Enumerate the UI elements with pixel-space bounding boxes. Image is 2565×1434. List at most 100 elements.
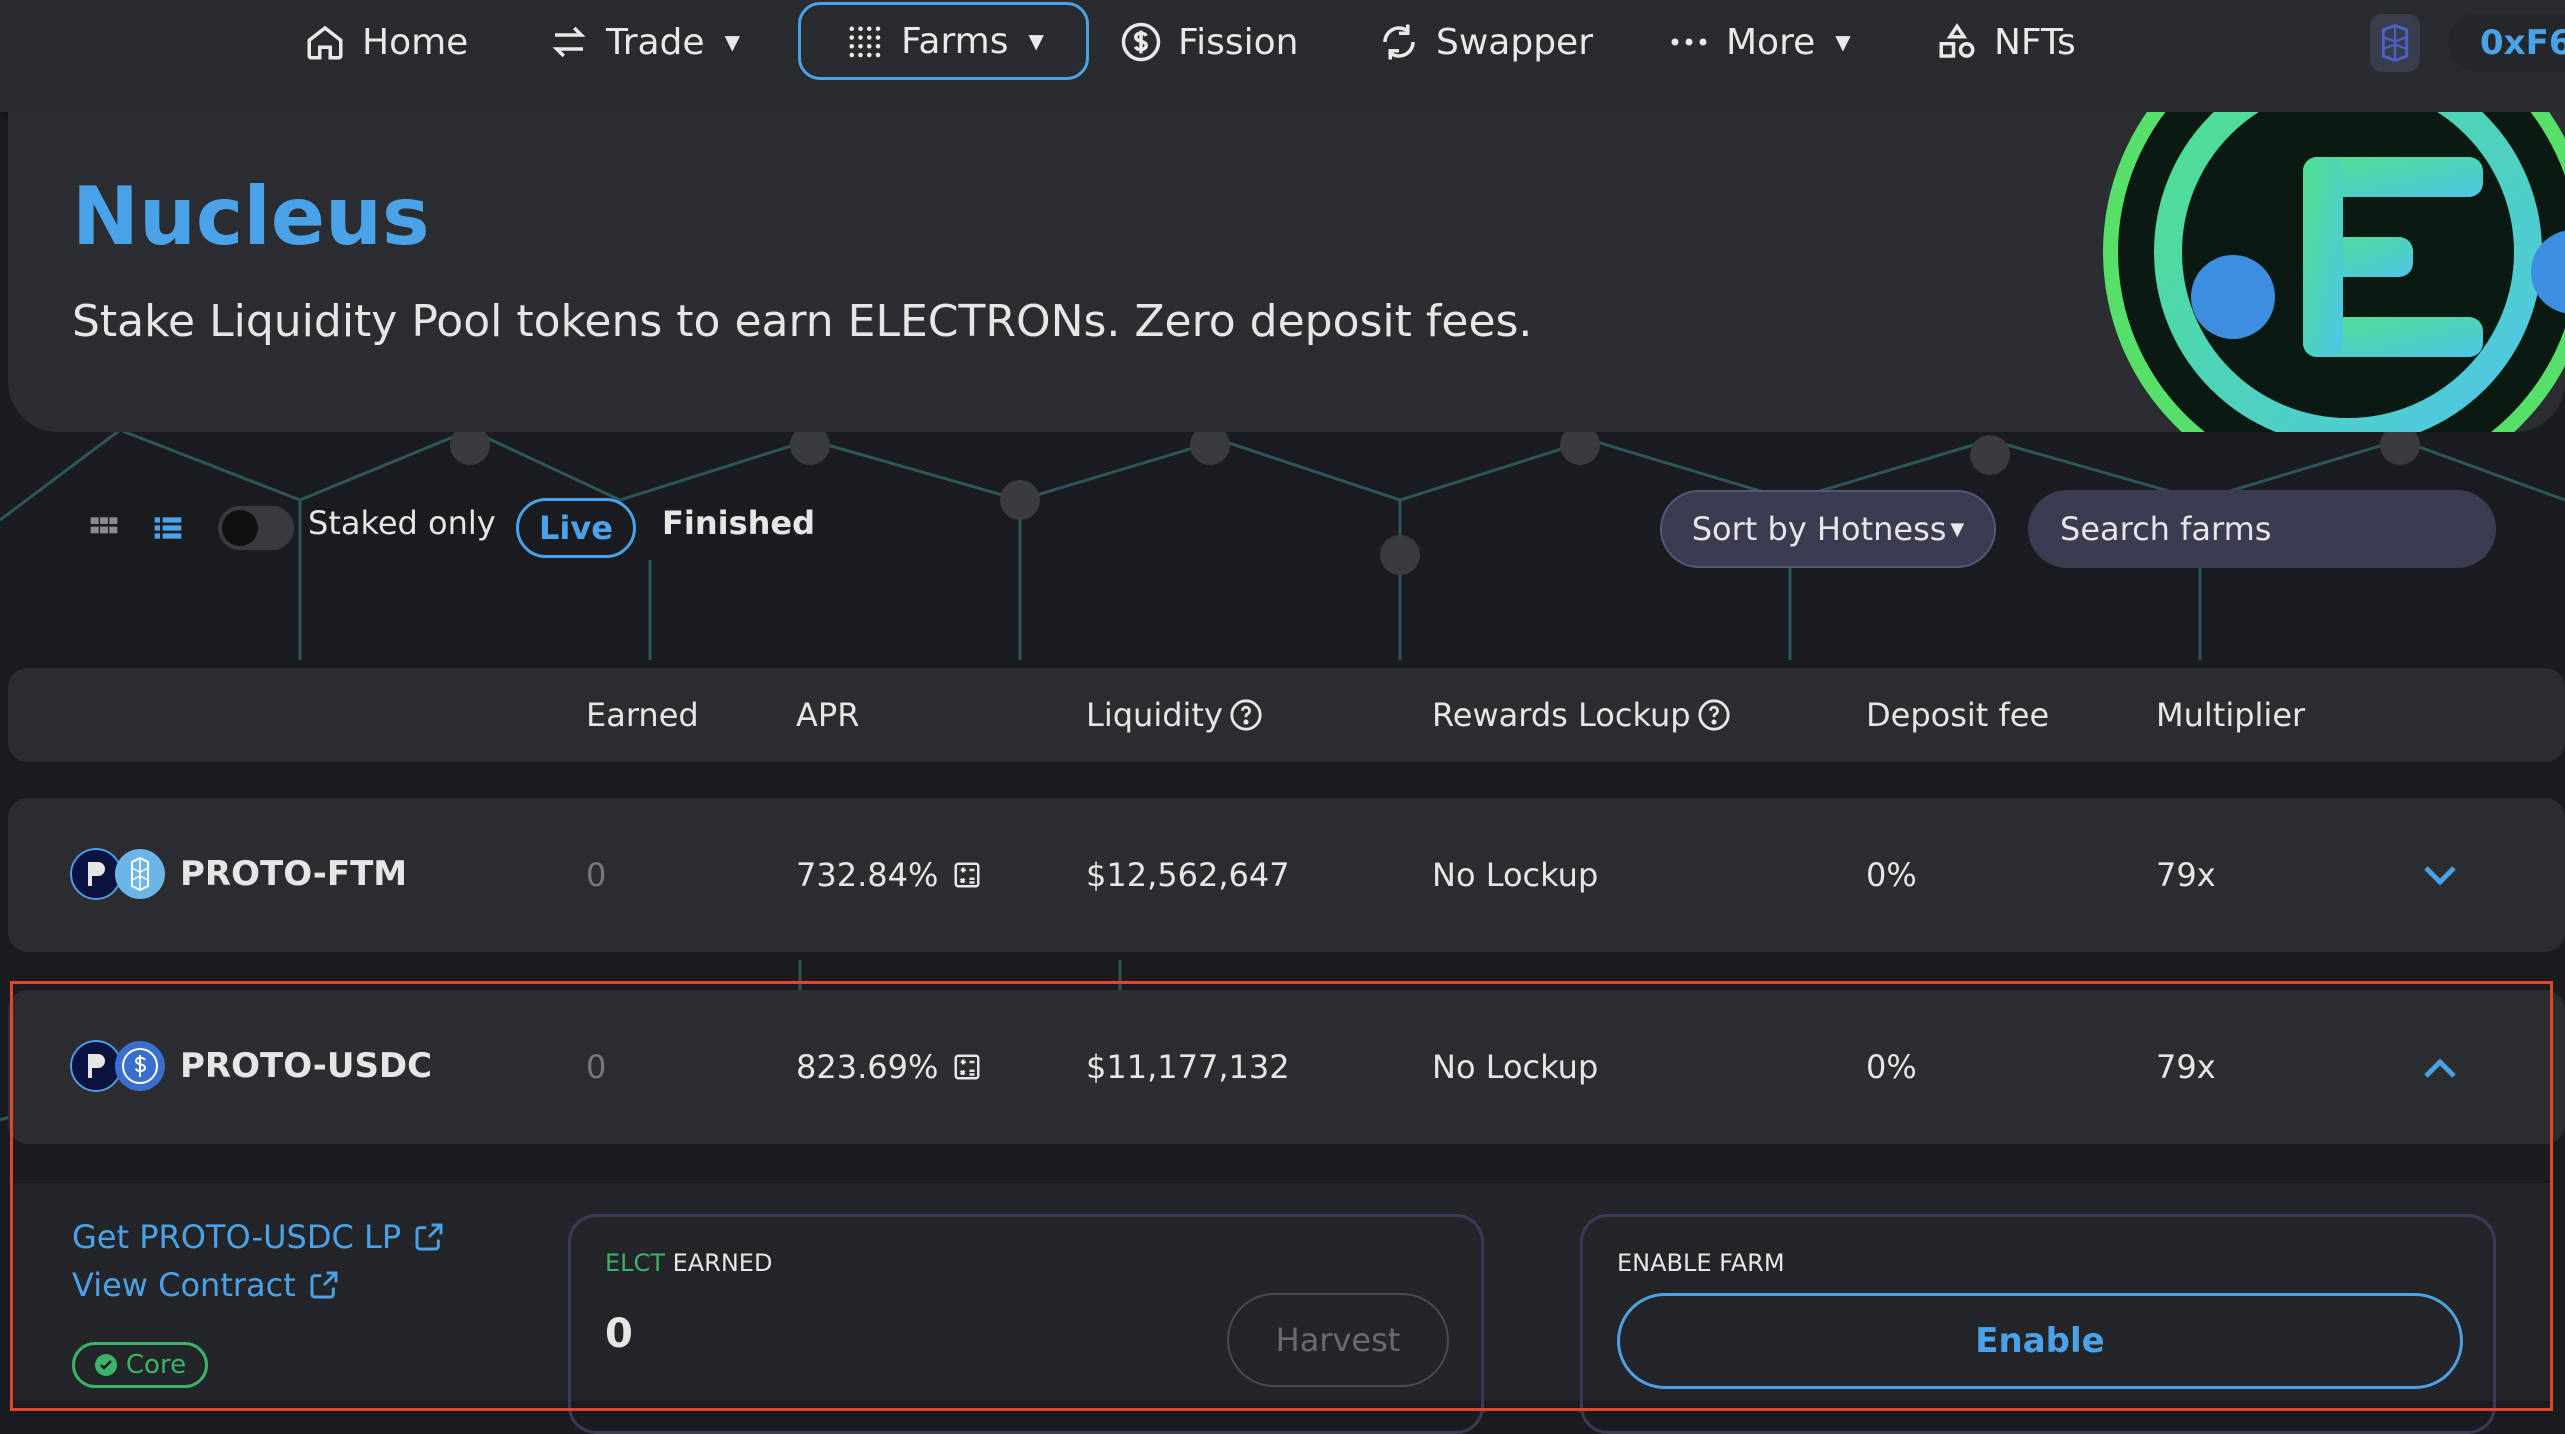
chevron-down-icon: ▼ xyxy=(1835,30,1851,54)
nav-nfts-label: NFTs xyxy=(1994,21,2076,63)
nav-swapper[interactable]: Swapper xyxy=(1378,0,1593,84)
help-icon[interactable] xyxy=(1697,698,1731,732)
staked-only-label: Staked only xyxy=(308,504,496,542)
electron-logo-icon xyxy=(2103,112,2565,432)
get-lp-label: Get PROTO-USDC LP xyxy=(72,1218,402,1256)
nav-farms[interactable]: Farms ▼ xyxy=(798,2,1089,80)
apr-value: 823.69% xyxy=(796,1048,939,1086)
token-pair-icons xyxy=(70,1040,166,1092)
harvest-button[interactable]: Harvest xyxy=(1227,1293,1449,1387)
farm-detail-panel xyxy=(14,1183,2549,1401)
nav-more[interactable]: More ▼ xyxy=(1668,0,1851,84)
staked-only-toggle[interactable] xyxy=(218,506,294,550)
calculator-icon[interactable] xyxy=(952,1052,982,1082)
apr-cell: 732.84% xyxy=(796,856,982,894)
chevron-down-icon: ▼ xyxy=(724,30,740,54)
wallet-address-button[interactable]: 0xF6... xyxy=(2448,14,2565,72)
col-apr: APR xyxy=(796,696,860,734)
liquidity-value: $11,177,132 xyxy=(1086,1048,1290,1086)
apr-value: 732.84% xyxy=(796,856,939,894)
finished-tab[interactable]: Finished xyxy=(662,504,816,542)
search-input[interactable] xyxy=(2028,490,2496,568)
earned-token-label: ELCT xyxy=(605,1249,665,1277)
col-multiplier: Multiplier xyxy=(2156,696,2306,734)
col-rewards-lockup: Rewards Lockup xyxy=(1432,696,1731,734)
col-liquidity-label: Liquidity xyxy=(1086,696,1223,734)
grid-view-icon[interactable] xyxy=(88,512,120,544)
deposit-fee-value: 0% xyxy=(1866,856,1917,894)
apr-cell: 823.69% xyxy=(796,1048,982,1086)
table-header: Earned APR Liquidity Rewards Lockup Depo… xyxy=(8,668,2565,762)
nav-home[interactable]: Home xyxy=(304,0,468,84)
col-rewards-lockup-label: Rewards Lockup xyxy=(1432,696,1691,734)
nav-farms-label: Farms xyxy=(901,20,1009,62)
nav-more-label: More xyxy=(1726,21,1816,63)
page-title: Nucleus xyxy=(72,170,430,263)
nav-swapper-label: Swapper xyxy=(1436,21,1594,63)
list-view-icon[interactable] xyxy=(152,512,184,544)
dollar-coin-icon xyxy=(1121,22,1161,62)
external-link-icon xyxy=(310,1271,338,1299)
get-lp-link[interactable]: Get PROTO-USDC LP xyxy=(72,1218,445,1256)
usdc-token-icon xyxy=(115,1041,165,1091)
lockup-value: No Lockup xyxy=(1432,856,1599,894)
pair-name: PROTO-FTM xyxy=(180,854,408,894)
core-badge: Core xyxy=(72,1342,208,1388)
highlight-frame xyxy=(10,981,2553,1411)
table-row[interactable]: PROTO-FTM 0 732.84% $12,562,647 No Locku… xyxy=(8,798,2565,952)
swap-arrows-icon xyxy=(552,26,586,58)
enable-farm-label: ENABLE FARM xyxy=(1617,1249,1785,1277)
home-icon xyxy=(307,25,343,60)
sort-dropdown[interactable]: Sort by Hotness ▼ xyxy=(1660,490,1996,568)
earned-amount: 0 xyxy=(605,1311,633,1357)
calculator-icon[interactable] xyxy=(952,860,982,890)
view-contract-link[interactable]: View Contract xyxy=(72,1266,340,1304)
core-label: Core xyxy=(125,1350,187,1380)
lockup-value: No Lockup xyxy=(1432,1048,1599,1086)
earned-value: 0 xyxy=(586,856,607,894)
chevron-down-icon[interactable] xyxy=(2420,862,2460,890)
earned-value: 0 xyxy=(586,1048,607,1086)
page-subtitle: Stake Liquidity Pool tokens to earn ELEC… xyxy=(72,296,1533,347)
col-earned: Earned xyxy=(586,696,699,734)
token-pair-icons xyxy=(70,848,166,900)
live-tab[interactable]: Live xyxy=(516,498,636,558)
shapes-icon xyxy=(1939,23,1975,58)
nav-home-label: Home xyxy=(362,21,469,63)
pair-name: PROTO-USDC xyxy=(180,1046,433,1086)
deposit-fee-value: 0% xyxy=(1866,1048,1917,1086)
enable-button[interactable]: Enable xyxy=(1617,1293,2463,1389)
nav-trade-label: Trade xyxy=(606,21,705,63)
help-icon[interactable] xyxy=(1229,698,1263,732)
proto-token-icon xyxy=(70,1040,122,1092)
multiplier-value: 79x xyxy=(2156,856,2216,894)
nav-fission[interactable]: Fission xyxy=(1120,0,1298,84)
hero-banner: Nucleus Stake Liquidity Pool tokens to e… xyxy=(8,112,2565,432)
table-row[interactable]: PROTO-USDC 0 823.69% $11,177,132 No Lock… xyxy=(8,990,2565,1144)
earned-label: EARNED xyxy=(672,1249,773,1277)
refresh-icon xyxy=(1383,24,1415,60)
chevron-down-icon: ▼ xyxy=(1028,29,1044,53)
grid-dots-icon xyxy=(849,26,881,58)
col-liquidity: Liquidity xyxy=(1086,696,1263,734)
earned-panel-label: ELCT EARNED xyxy=(605,1249,772,1277)
fantom-icon xyxy=(2381,24,2409,62)
pair-cell: PROTO-USDC xyxy=(70,1040,432,1092)
top-navbar: Home Trade ▼ Farms ▼ Fission Swapper Mor… xyxy=(0,0,2565,112)
liquidity-value: $12,562,647 xyxy=(1086,856,1290,894)
more-dots-icon xyxy=(1671,38,1707,46)
view-contract-label: View Contract xyxy=(72,1266,296,1304)
multiplier-value: 79x xyxy=(2156,1048,2216,1086)
pair-cell: PROTO-FTM xyxy=(70,848,407,900)
network-button[interactable] xyxy=(2370,14,2420,72)
nav-nfts[interactable]: NFTs xyxy=(1936,0,2076,84)
col-deposit-fee: Deposit fee xyxy=(1866,696,2050,734)
chevron-down-icon: ▼ xyxy=(1950,518,1965,540)
sort-label: Sort by Hotness xyxy=(1691,510,1947,548)
verified-check-icon xyxy=(94,1354,117,1376)
external-link-icon xyxy=(415,1223,443,1251)
nav-trade[interactable]: Trade ▼ xyxy=(548,0,740,84)
ftm-token-icon xyxy=(115,849,165,899)
nav-fission-label: Fission xyxy=(1178,21,1299,63)
chevron-up-icon[interactable] xyxy=(2420,1054,2460,1082)
